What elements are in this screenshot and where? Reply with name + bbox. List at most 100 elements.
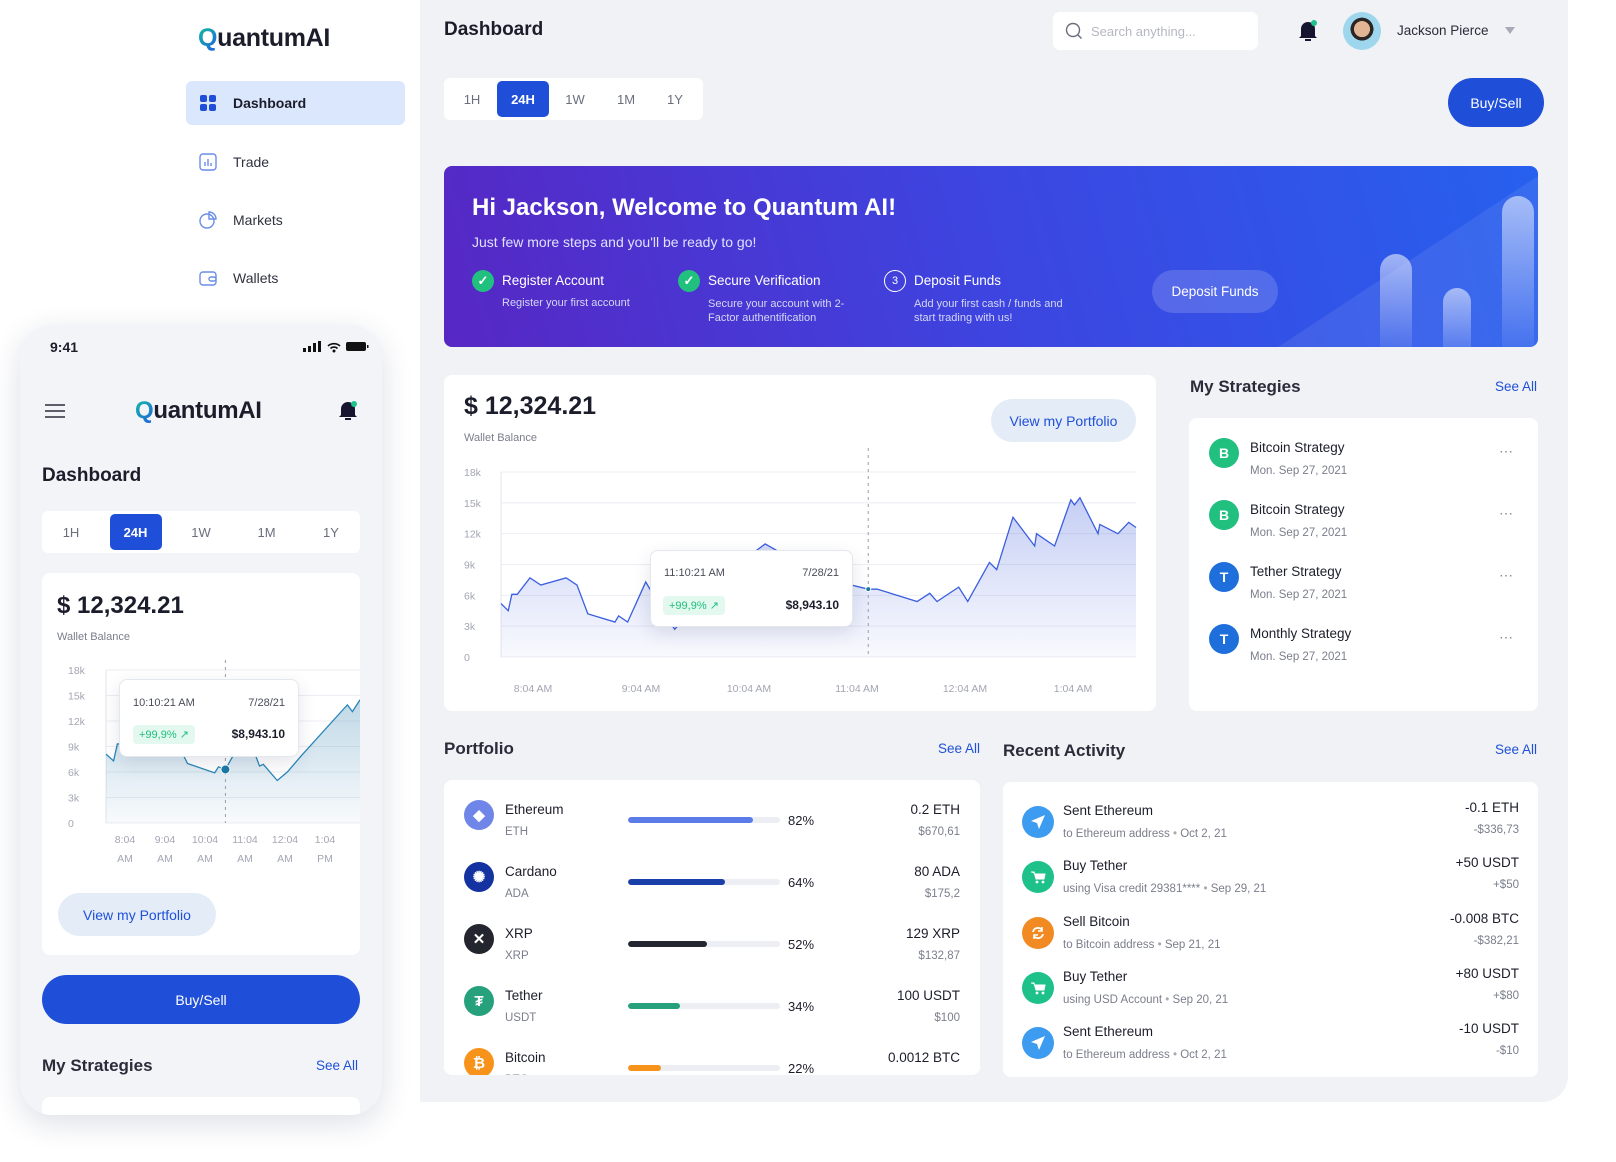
hamburger-menu-icon[interactable]: [45, 404, 65, 418]
strategy-name: Monthly Strategy: [1250, 626, 1352, 641]
sidebar-item-dashboard[interactable]: Dashboard: [186, 81, 405, 125]
view-portfolio-button[interactable]: View my Portfolio: [58, 893, 216, 936]
more-options-icon[interactable]: ⋯: [1499, 443, 1514, 459]
allocation-bar-fill: [628, 941, 708, 947]
coin-value: $100: [934, 1012, 960, 1024]
mobile-strategies-see-all-link[interactable]: See All: [316, 1058, 359, 1073]
allocation-bar-fill: [628, 1065, 662, 1071]
deposit-funds-button[interactable]: Deposit Funds: [1152, 270, 1278, 313]
strategy-avatar: B: [1209, 438, 1239, 468]
bell-icon[interactable]: [1297, 19, 1319, 43]
strategy-name: Bitcoin Strategy: [1250, 502, 1345, 517]
x-tick-label: 12:04: [272, 834, 298, 846]
avatar[interactable]: [1343, 12, 1381, 50]
chart-icon: [199, 153, 217, 171]
chevron-down-icon[interactable]: [1505, 27, 1515, 34]
x-tick-label: 11:04 AM: [835, 683, 879, 695]
strategy-date: Mon. Sep 27, 2021: [1250, 589, 1348, 601]
tab-24h[interactable]: 24H: [497, 81, 549, 117]
activity-see-all-link[interactable]: See All: [1495, 742, 1538, 757]
search-input[interactable]: Search anything...: [1053, 12, 1258, 50]
tab-1h[interactable]: 1H: [62, 524, 80, 540]
more-options-icon[interactable]: ⋯: [1499, 567, 1514, 583]
tab-1w[interactable]: 1W: [565, 91, 585, 107]
send-icon: [1022, 1027, 1054, 1060]
allocation-bar: [628, 879, 780, 885]
x-tick-label: 8:04: [115, 834, 136, 846]
strategy-name: Tether Strategy: [1250, 564, 1342, 579]
y-tick-label: 12k: [464, 529, 482, 541]
allocation-percent: 34%: [788, 999, 815, 1014]
activity-desc: to Bitcoin address: [1063, 938, 1155, 951]
logo-text: uantumAI: [153, 397, 262, 424]
tab-24h[interactable]: 24H: [109, 514, 162, 550]
buy-sell-button[interactable]: Buy/Sell: [42, 975, 360, 1024]
xrp-coin-icon: ✕: [464, 924, 494, 954]
mobile-strategies-card: [42, 1097, 360, 1115]
coin-ticker: BTC: [505, 1074, 528, 1075]
more-options-icon[interactable]: ⋯: [1499, 505, 1514, 521]
sidebar-item-markets[interactable]: Markets: [186, 198, 405, 242]
exchange-icon: [1022, 916, 1054, 949]
activity-amount: -10 USDT: [1458, 1021, 1519, 1037]
tooltip-date: 7/28/21: [802, 567, 839, 579]
y-tick-label: 3k: [464, 621, 476, 633]
activity-date: Sep 29, 21: [1210, 883, 1267, 896]
eth-coin-icon: ◆: [464, 800, 494, 830]
view-portfolio-button[interactable]: View my Portfolio: [991, 399, 1136, 442]
highlight-point[interactable]: [220, 764, 231, 775]
allocation-bar: [628, 1003, 780, 1009]
logo-q-mark: Q: [198, 24, 218, 52]
tooltip-change: +99,9%: [669, 600, 707, 612]
activity-amount: +50 USDT: [1455, 855, 1519, 871]
more-options-icon[interactable]: ⋯: [1499, 629, 1514, 645]
wallet-balance-label: Wallet Balance: [464, 432, 537, 444]
bell-icon[interactable]: [338, 400, 358, 422]
banner-subtitle: Just few more steps and you'll be ready …: [472, 234, 757, 250]
banner-title: Hi Jackson, Welcome to Quantum AI!: [472, 194, 897, 221]
tab-1m[interactable]: 1M: [616, 91, 636, 107]
highlight-point[interactable]: [865, 586, 872, 593]
sidebar-item-label: Dashboard: [233, 95, 307, 111]
strategy-date: Mon. Sep 27, 2021: [1250, 527, 1348, 539]
user-name[interactable]: Jackson Pierce: [1397, 23, 1489, 38]
strategies-see-all-link[interactable]: See All: [1495, 379, 1538, 394]
grid-icon: [200, 95, 216, 111]
usdt-coin-icon: ₮: [464, 986, 494, 1016]
activity-title: Buy Tether: [1063, 968, 1128, 984]
wallet-balance-label: Wallet Balance: [57, 631, 130, 643]
sidebar-item-trade[interactable]: Trade: [186, 140, 405, 184]
mobile-chart-tooltip: 10:10:21 AM 7/28/21 +99,9% ↗ $8,943.10: [119, 679, 299, 757]
activity-detail: using USD Account • Sep 20, 21: [1063, 993, 1229, 1006]
coin-amount: 100 USDT: [896, 988, 960, 1003]
logo-q-mark: Q: [135, 397, 154, 424]
activity-date: Sep 21, 21: [1164, 938, 1221, 951]
logo[interactable]: QuantumAI: [198, 24, 330, 53]
activity-value: +$50: [1493, 879, 1519, 892]
activity-value: -$336,73: [1473, 824, 1519, 836]
x-tick-label: 11:04: [232, 834, 258, 846]
allocation-bar-fill: [628, 817, 753, 823]
coin-value: $175,2: [924, 888, 960, 900]
page-title: Dashboard: [444, 19, 544, 40]
check-icon: ✓: [678, 270, 700, 292]
arrow-up-right-icon: ↗: [179, 729, 189, 741]
tab-1h[interactable]: 1H: [463, 91, 481, 107]
tab-1m[interactable]: 1M: [257, 524, 276, 540]
coin-name: Tether: [505, 988, 543, 1003]
activity-detail: to Ethereum address • Oct 2, 21: [1063, 1049, 1227, 1062]
arrow-up-right-icon: ↗: [709, 600, 719, 612]
portfolio-see-all-link[interactable]: See All: [938, 741, 981, 756]
sidebar-item-wallets[interactable]: Wallets: [186, 256, 405, 300]
sidebar-item-label: Trade: [233, 154, 270, 170]
tab-1y[interactable]: 1Y: [323, 524, 339, 540]
y-tick-label: 9k: [464, 560, 476, 572]
y-tick-label: 12k: [68, 716, 86, 728]
buy-sell-button[interactable]: Buy/Sell: [1448, 78, 1544, 127]
cart-icon: [1022, 971, 1054, 1004]
step-desc: Register your first account: [502, 297, 630, 309]
activity-value: -$382,21: [1473, 934, 1519, 947]
tab-1w[interactable]: 1W: [191, 524, 211, 540]
portfolio-card: ◆ Ethereum ETH 82% 0.2 ETH $670,61 ✺ Car…: [444, 780, 980, 1075]
tab-1y[interactable]: 1Y: [667, 91, 683, 107]
